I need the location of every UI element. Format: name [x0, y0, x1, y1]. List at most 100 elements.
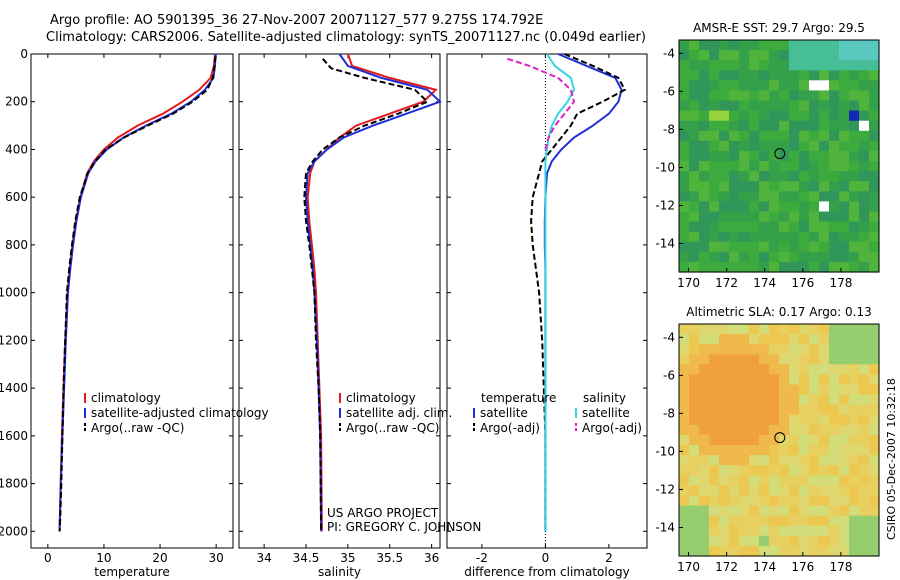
sla-map-cell	[779, 545, 790, 557]
sst-map-cell	[799, 171, 810, 182]
sst-map-cell	[769, 60, 780, 71]
sst-map-cell	[859, 70, 870, 81]
sst-map-cell	[749, 181, 760, 192]
sst-map-cell	[719, 261, 730, 273]
sla-map-cell	[849, 334, 860, 345]
sla-map-cell	[719, 324, 730, 335]
sla-map-cell	[779, 324, 790, 335]
sst-map-cell	[789, 140, 800, 152]
sst-map-cell	[789, 100, 800, 112]
sst-map-cell	[729, 120, 740, 132]
sla-map-cell	[799, 424, 810, 436]
sla-map-cell	[719, 404, 730, 416]
sla-map-cell	[859, 364, 870, 375]
sst-map-cell	[689, 100, 700, 112]
sla-map-cell	[749, 374, 760, 386]
sst-map-cell	[819, 140, 830, 152]
sla-map-cell	[809, 414, 820, 426]
sst-map-cell	[699, 50, 710, 61]
sst-map-cell	[869, 211, 880, 223]
sla-map-cell	[869, 485, 880, 497]
sst-map-cell	[809, 60, 820, 71]
sla-map-cell	[699, 424, 710, 436]
sla-map-cell	[869, 334, 880, 345]
sla-map-cell	[839, 495, 850, 507]
sla-map-cell	[729, 354, 740, 365]
sla-map-cell	[729, 445, 740, 456]
sst-map-cell	[809, 140, 820, 152]
sst-map-cell	[869, 90, 880, 102]
sla-map-cell	[809, 485, 820, 497]
sla-map-cell	[719, 545, 730, 557]
difference-profile-series-temperature-argo-adj-	[530, 53, 627, 532]
sla-map-cell	[679, 374, 690, 386]
sst-map-cell	[679, 181, 690, 192]
sla-map-cell	[719, 354, 730, 365]
sst-map-cell	[739, 161, 750, 172]
sla-map-cell	[859, 455, 870, 466]
sla-map-cell	[759, 515, 770, 527]
sst-map-cell	[819, 251, 830, 263]
sla-map-cell	[689, 475, 700, 486]
sst-map-cell	[849, 70, 860, 81]
sla-map-cell	[679, 545, 690, 557]
sla-map-cell	[869, 414, 880, 426]
sla-map-cell	[869, 374, 880, 386]
sla-map-cell	[829, 364, 840, 375]
sst-map-cell	[759, 221, 770, 233]
sla-map-cell	[699, 465, 710, 476]
sst-map-cell	[769, 221, 780, 233]
sst-map-cell	[799, 191, 810, 202]
sst-map-cell	[869, 151, 880, 162]
sst-map-cell	[689, 261, 700, 273]
sla-map-cell	[729, 424, 740, 436]
sla-map-cell	[829, 394, 840, 406]
temperature-profile-series-argo-raw-qc-	[58, 56, 217, 532]
sst-map-cell	[759, 171, 770, 182]
sla-map-cell	[849, 394, 860, 406]
sst-map-cell	[759, 191, 770, 202]
sla-map-cell	[729, 435, 740, 446]
sla-map-cell	[759, 344, 770, 355]
sla-map-ytick-label: -6	[663, 368, 675, 382]
sst-map-cell	[749, 261, 760, 273]
sst-map-cell	[839, 110, 850, 122]
sst-map-cell	[869, 171, 880, 182]
sla-map-cell	[859, 485, 870, 497]
sst-map-ytick-label: -12	[655, 198, 675, 212]
sla-map-cell	[849, 424, 860, 436]
sst-map-cell	[769, 100, 780, 112]
sst-map-cell	[799, 241, 810, 253]
sla-map-cell	[699, 545, 710, 557]
sst-map-cell	[839, 100, 850, 112]
sla-map-cell	[709, 485, 720, 497]
sla-map-cell	[829, 515, 840, 527]
sla-map-cell	[839, 455, 850, 466]
sst-map-cell	[699, 90, 710, 102]
sst-map-cell	[799, 100, 810, 112]
sla-map-cell	[789, 344, 800, 355]
sst-map-cell	[789, 191, 800, 202]
sla-map-cell	[689, 445, 700, 456]
sla-map-cell	[759, 354, 770, 365]
sst-map-cell	[749, 161, 760, 172]
sla-map-cell	[689, 404, 700, 416]
sla-map-cell	[789, 505, 800, 517]
sla-map-cell	[709, 545, 720, 557]
sst-map-cell	[729, 251, 740, 263]
sst-map-cell	[819, 261, 830, 273]
sst-map-cell	[869, 161, 880, 172]
sst-map-cell	[809, 70, 820, 81]
sla-map-cell	[809, 324, 820, 335]
sst-map-cell	[789, 90, 800, 102]
sst-map-cell	[869, 201, 880, 213]
sla-map-cell	[829, 495, 840, 507]
sst-map-cell	[869, 251, 880, 263]
sla-map-cell	[809, 334, 820, 345]
sla-map-cell	[699, 414, 710, 426]
sst-map-cell	[759, 140, 770, 152]
sst-map-cell	[819, 171, 830, 182]
sla-map-cell	[739, 485, 750, 497]
sst-map-cell	[739, 151, 750, 162]
sst-map-cell	[679, 201, 690, 213]
